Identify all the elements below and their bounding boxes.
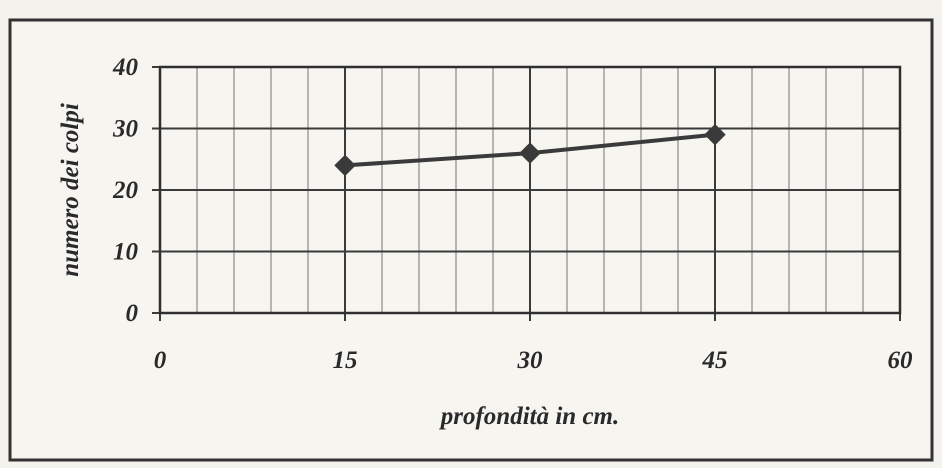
data-point-marker	[334, 154, 356, 177]
y-tick-label: 20	[112, 177, 139, 204]
x-tick-labels: 0 15 30 45 60	[154, 347, 913, 374]
series-layer	[334, 123, 726, 177]
x-tick-label: 30	[517, 347, 544, 374]
x-tick-label: 45	[702, 347, 728, 374]
x-tick-label: 60	[888, 347, 914, 374]
x-tick-label: 15	[333, 347, 358, 374]
y-tick-label: 0	[126, 300, 139, 327]
data-point-marker	[704, 123, 726, 146]
y-tick-labels: 0 10 20 30 40	[112, 54, 139, 327]
y-tick-label: 30	[112, 116, 139, 143]
data-point-marker	[519, 142, 541, 164]
y-axis-title: numero dei colpi	[57, 103, 84, 277]
y-tick-label: 40	[112, 54, 139, 81]
plot-area-frame	[158, 65, 902, 315]
y-tick-label: 10	[113, 239, 139, 266]
x-tick-label: 0	[154, 347, 167, 374]
x-axis-title: profondità in cm.	[439, 403, 620, 430]
chart-outer-border	[8, 18, 934, 462]
